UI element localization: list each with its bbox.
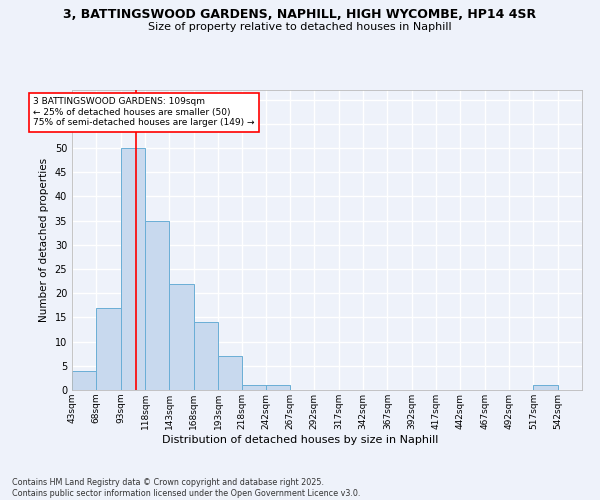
Y-axis label: Number of detached properties: Number of detached properties (39, 158, 49, 322)
Bar (266, 385, 290, 390)
Text: 3, BATTINGSWOOD GARDENS, NAPHILL, HIGH WYCOMBE, HP14 4SR: 3, BATTINGSWOOD GARDENS, NAPHILL, HIGH W… (64, 8, 536, 20)
Bar (121, 148, 145, 390)
Text: Size of property relative to detached houses in Naphill: Size of property relative to detached ho… (148, 22, 452, 32)
Bar (194, 322, 218, 390)
Text: Distribution of detached houses by size in Naphill: Distribution of detached houses by size … (162, 435, 438, 445)
Bar (72, 370, 97, 390)
Text: 3 BATTINGSWOOD GARDENS: 109sqm
← 25% of detached houses are smaller (50)
75% of : 3 BATTINGSWOOD GARDENS: 109sqm ← 25% of … (33, 98, 254, 127)
Bar (145, 220, 169, 390)
Bar (97, 308, 121, 390)
Bar (218, 356, 242, 390)
Bar (169, 284, 194, 390)
Bar (242, 385, 266, 390)
Bar (533, 385, 557, 390)
Text: Contains HM Land Registry data © Crown copyright and database right 2025.
Contai: Contains HM Land Registry data © Crown c… (12, 478, 361, 498)
